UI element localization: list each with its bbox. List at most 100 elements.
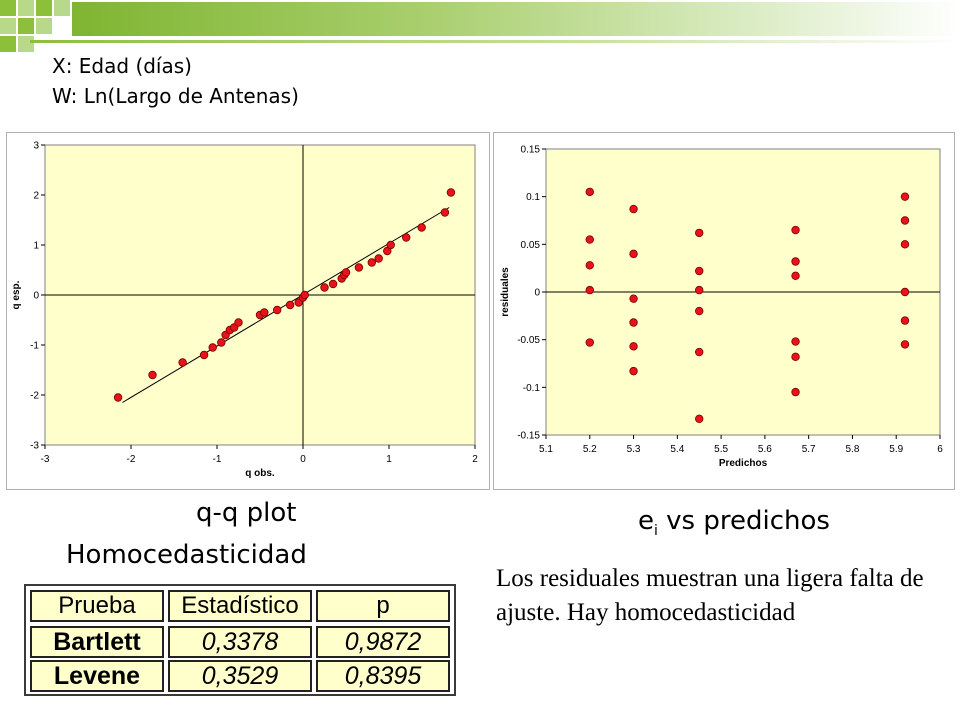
y-tick-label: 0 [33, 291, 39, 302]
x-tick-label: 5.3 [627, 444, 641, 455]
y-tick-label: 2 [33, 191, 39, 202]
data-point [199, 350, 209, 360]
homocedasticity-title: Homocedasticidad [66, 540, 307, 570]
deco-square [18, 18, 34, 34]
x-tick-label: 5.9 [889, 444, 903, 455]
reference-line [122, 207, 450, 403]
data-point [328, 279, 338, 289]
y-tick-label: -3 [30, 441, 39, 452]
table-cell-test-name: Bartlett [30, 626, 164, 658]
data-point [791, 387, 800, 397]
data-point [320, 283, 329, 292]
data-point [791, 337, 800, 346]
x-tick-label: 5.8 [845, 444, 859, 455]
table-cell-statistic: 0,3529 [168, 660, 312, 692]
x-tick-label: 2 [472, 454, 478, 465]
data-point [217, 338, 226, 347]
data-point [585, 338, 594, 347]
data-point [629, 294, 638, 303]
data-point [629, 342, 638, 351]
table-cell-statistic: 0,3378 [168, 626, 312, 658]
y-tick-label: -1 [30, 341, 39, 352]
y-tick-label: -0.1 [523, 383, 541, 394]
x-tick-label: 1 [386, 454, 392, 465]
data-point [113, 393, 123, 402]
data-point [695, 306, 704, 316]
header-decoration [0, 0, 80, 60]
deco-square [54, 0, 70, 16]
data-point [900, 240, 910, 249]
data-point [585, 187, 594, 197]
conclusion-text: Los residuales muestran una ligera falta… [496, 565, 924, 626]
table-cell-pvalue: 0,9872 [316, 626, 450, 658]
table-header-p: p [316, 590, 450, 622]
data-point [374, 254, 383, 263]
qq-plot: -3 -2 -1 0 1 2 -3 -2 -1 0 1 2 3 q obs. q esp. [11, 141, 478, 480]
table-cell-test-name: Levene [30, 660, 164, 692]
header-line-1: X: Edad (días) [52, 54, 192, 78]
data-point [695, 285, 704, 295]
data-point [629, 366, 638, 376]
data-point [791, 257, 800, 266]
data-point [900, 316, 910, 325]
x-tick-label: 0 [300, 454, 306, 465]
data-point [900, 192, 910, 201]
header-line-2: W: Ln(Largo de Antenas) [52, 84, 299, 108]
data-point [695, 414, 704, 423]
data-point [417, 223, 426, 232]
deco-square [18, 0, 34, 16]
data-point [585, 285, 594, 295]
x-tick-label: -1 [213, 454, 222, 465]
residuals-caption-main: e [638, 506, 654, 536]
y-axis-title: residuales [500, 267, 511, 317]
x-tick-label: 6 [937, 444, 943, 455]
deco-square [0, 36, 16, 52]
data-point [402, 233, 411, 242]
data-point [629, 318, 638, 327]
data-point [629, 204, 638, 214]
table-header-prueba: Prueba [30, 590, 164, 622]
data-point [585, 261, 594, 270]
qq-chart-frame: -3 -2 -1 0 1 2 -3 -2 -1 0 1 2 3 q obs. q esp. [6, 132, 490, 490]
table-header-estadistico: Estadístico [168, 590, 312, 622]
y-tick-label: -0.05 [517, 335, 540, 346]
data-point [446, 188, 456, 197]
data-point [695, 266, 704, 276]
residuals-caption-rest: vs predichos [657, 506, 830, 536]
data-point [178, 358, 187, 367]
data-point [341, 268, 351, 277]
data-point [900, 340, 910, 349]
data-point [300, 290, 309, 300]
deco-square [0, 18, 16, 34]
deco-square [36, 0, 52, 16]
data-point [148, 370, 157, 380]
y-tick-label: 3 [33, 141, 39, 152]
data-point [285, 300, 295, 310]
y-axis-title: q esp. [11, 280, 22, 309]
y-tick-label: 0.05 [521, 240, 541, 251]
y-tick-label: 0.1 [526, 192, 540, 203]
data-point [367, 258, 376, 267]
residuals-caption-sub: i [654, 523, 658, 540]
data-point [386, 240, 395, 250]
y-tick-label: 0 [534, 288, 540, 299]
x-tick-label: -2 [127, 454, 136, 465]
data-point [585, 235, 594, 244]
data-point [273, 305, 282, 315]
data-point [440, 208, 450, 217]
y-tick-label: 1 [33, 241, 39, 252]
header-rule [30, 40, 960, 43]
x-axis-title: q obs. [245, 468, 275, 479]
header-bar [72, 2, 960, 36]
y-tick-label: -0.15 [517, 431, 540, 442]
data-point [629, 249, 638, 259]
x-tick-label: 5.7 [802, 444, 816, 455]
residuals-chart-frame: 5.1 5.2 5.3 5.4 5.5 5.6 5.7 5.8 5.9 6 0.15 0.1 0.05 0… [493, 132, 955, 490]
data-point [208, 343, 217, 352]
deco-square [0, 0, 16, 16]
data-point [234, 318, 243, 327]
x-axis-title: Predichos [719, 458, 768, 469]
x-tick-label: 5.5 [714, 444, 728, 455]
data-point [695, 228, 704, 238]
data-point [791, 225, 800, 235]
